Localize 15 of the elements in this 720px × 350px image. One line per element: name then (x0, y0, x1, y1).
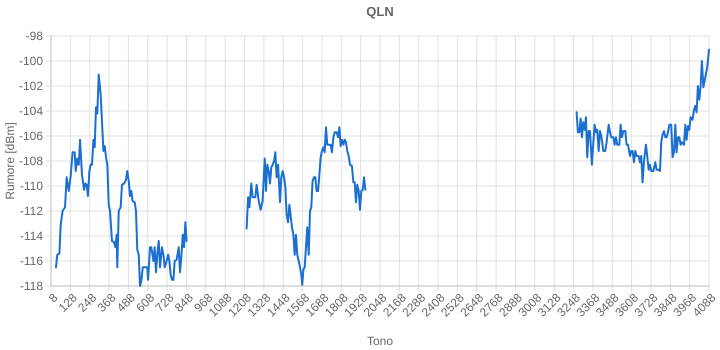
y-tick-label: -100 (18, 54, 44, 68)
y-tick-label: -114 (20, 228, 44, 243)
y-tick-label: -104 (18, 104, 44, 118)
y-axis-title: Rumore [dBm] (3, 122, 17, 200)
y-tick-label: -110 (20, 178, 44, 193)
x-tick-label: 8 (46, 290, 61, 306)
y-tick-label: -112 (20, 204, 44, 218)
y-tick-label: -116 (20, 254, 44, 268)
y-tick-label: -106 (18, 128, 44, 143)
x-axis-title: Tono (366, 334, 394, 348)
y-tick-label: -102 (18, 78, 44, 93)
chart-title: QLN (366, 4, 394, 19)
y-tick-label: -98 (26, 28, 44, 43)
y-tick-label: -118 (20, 278, 44, 293)
y-tick-label: -108 (18, 154, 44, 168)
